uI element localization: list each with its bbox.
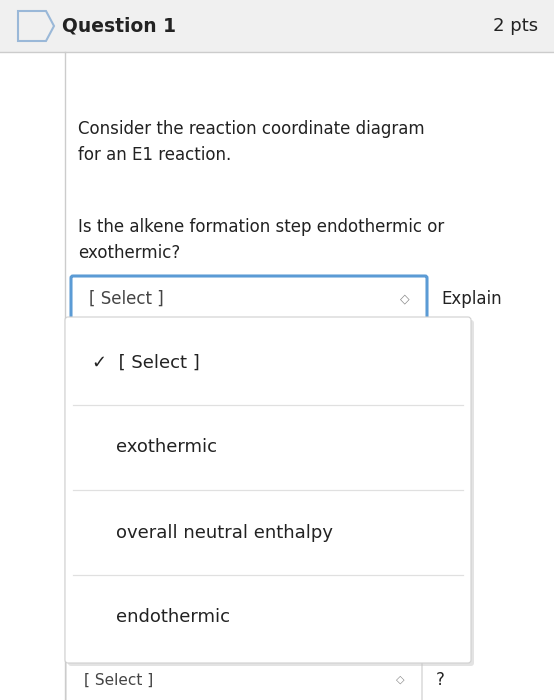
FancyBboxPatch shape [65,317,471,663]
Text: ✓  [ Select ]: ✓ [ Select ] [92,354,200,372]
Text: exothermic: exothermic [116,438,217,456]
Text: 2 pts: 2 pts [493,17,538,35]
FancyBboxPatch shape [66,658,422,700]
Text: ◇: ◇ [396,675,404,685]
Text: overall neutral enthalpy: overall neutral enthalpy [116,524,333,542]
Text: Explain: Explain [441,290,501,308]
Text: ◇: ◇ [400,293,410,305]
Text: ?: ? [436,671,445,689]
FancyBboxPatch shape [0,0,554,52]
Text: Question 1: Question 1 [62,17,176,36]
Text: [ Select ]: [ Select ] [84,673,153,687]
Text: Is the alkene formation step endothermic or
exothermic?: Is the alkene formation step endothermic… [78,218,444,262]
Text: endothermic: endothermic [116,608,230,626]
FancyBboxPatch shape [71,276,427,322]
Text: [ Select ]: [ Select ] [89,290,164,308]
FancyBboxPatch shape [0,52,554,700]
FancyBboxPatch shape [68,320,474,666]
Text: Consider the reaction coordinate diagram
for an E1 reaction.: Consider the reaction coordinate diagram… [78,120,424,164]
